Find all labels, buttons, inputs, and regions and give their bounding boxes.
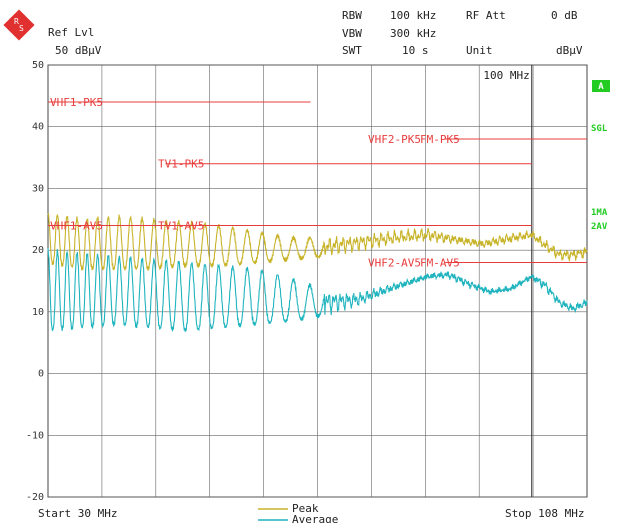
swt-value: 10 s <box>402 44 429 57</box>
rf-att-label: RF Att <box>466 9 506 22</box>
legend-label-average: Average <box>292 513 338 523</box>
stop-frequency: Stop 108 MHz <box>505 507 585 520</box>
limit-label: FM-PK5 <box>420 133 460 146</box>
limit-label: VHF1-AV5 <box>50 219 103 232</box>
ref-level-value: 50 dBµV <box>55 44 102 57</box>
limit-label: VHF1-PK5 <box>50 96 103 109</box>
rbw-value: 100 kHz <box>390 9 437 22</box>
y-tick-label: 30 <box>32 183 44 194</box>
limit-label: VHF2-AV5 <box>368 256 421 269</box>
unit-label: Unit <box>466 44 493 57</box>
limit-label: TV1-AV5 <box>158 219 204 232</box>
start-frequency: Start 30 MHz <box>38 507 118 520</box>
vbw-value: 300 kHz <box>390 27 437 40</box>
trace1-max-label: 1MA <box>591 208 608 218</box>
trace2-avg-label: 2AV <box>591 222 608 232</box>
trace-peak <box>47 213 588 271</box>
y-tick-label: 40 <box>32 122 44 133</box>
rbw-label: RBW <box>342 9 362 22</box>
y-tick-label: 50 <box>32 60 44 71</box>
unit-value: dBµV <box>556 44 583 57</box>
trace-a-indicator <box>592 80 610 92</box>
rf-att-value: 0 dB <box>551 9 578 22</box>
limit-label: TV1-PK5 <box>158 158 204 171</box>
ref-level-label: Ref Lvl <box>48 26 95 39</box>
trace-a-label: A <box>598 82 604 92</box>
svg-text:R: R <box>14 17 19 26</box>
legend-label-peak: Peak <box>292 502 319 515</box>
swt-label: SWT <box>342 44 362 57</box>
y-tick-label: -20 <box>26 492 44 503</box>
y-tick-label: -10 <box>26 430 44 441</box>
trace-average <box>47 248 588 332</box>
sgl-label: SGL <box>591 124 608 134</box>
vbw-label: VBW <box>342 27 362 40</box>
y-tick-label: 10 <box>32 307 44 318</box>
y-tick-label: 20 <box>32 245 44 256</box>
rohde-schwarz-logo-icon: R S <box>2 8 36 42</box>
limit-label: FM-AV5 <box>420 256 460 269</box>
marker-frequency-label: 100 MHz <box>483 69 529 82</box>
limit-label: VHF2-PK5 <box>368 133 421 146</box>
y-tick-label: 0 <box>38 369 44 380</box>
svg-text:S: S <box>19 24 24 33</box>
